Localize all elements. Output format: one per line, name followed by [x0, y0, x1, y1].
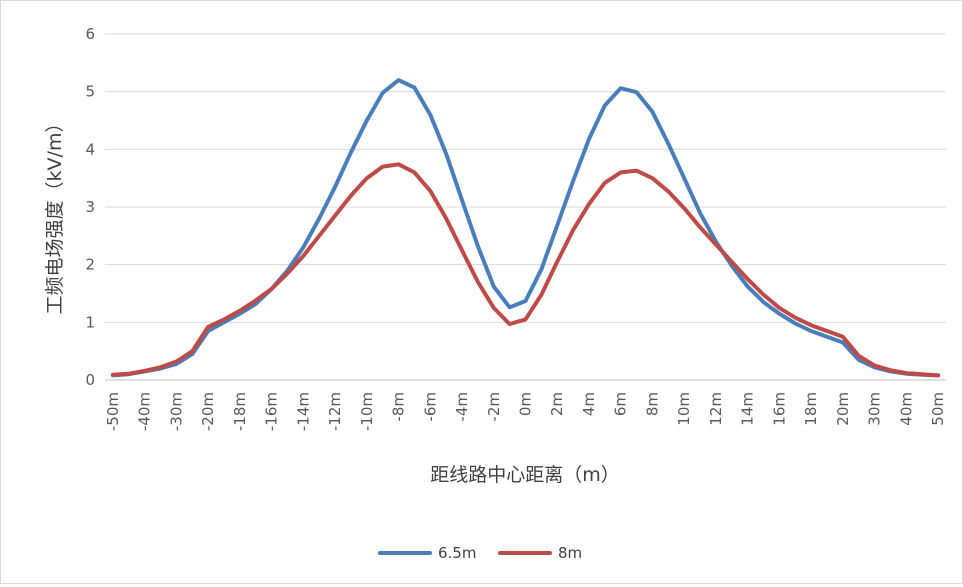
y-tick-label: 0: [85, 371, 95, 389]
x-axis-title: 距线路中心距离（m）: [430, 464, 620, 486]
x-tick-label: -40m: [136, 392, 154, 431]
y-axis-title: 工频电场强度（kV/m）: [44, 114, 66, 315]
y-tick-label: 5: [85, 83, 95, 101]
y-tick-label: 1: [85, 313, 95, 331]
x-tick-label: 16m: [770, 392, 788, 426]
x-tick-label: 6m: [612, 392, 630, 416]
x-tick-label: 10m: [675, 392, 693, 426]
x-tick-label: -50m: [104, 392, 122, 431]
x-tick-label: -4m: [453, 392, 471, 422]
gridlines: [105, 33, 946, 381]
y-tick-label: 6: [85, 25, 95, 43]
y-tick-label: 3: [85, 198, 95, 216]
x-tick-label: 40m: [897, 392, 915, 426]
legend: 6.5m 8m: [378, 544, 582, 562]
x-tick-label: -12m: [326, 392, 344, 431]
series-line-8m: [110, 162, 941, 378]
x-tick-label: -20m: [199, 392, 217, 431]
x-tick-label: 30m: [866, 392, 884, 426]
x-tick-label: 50m: [929, 392, 947, 426]
x-tick-label: -16m: [263, 392, 281, 431]
y-tick-label: 4: [85, 140, 95, 158]
y-tick-label: 2: [85, 256, 95, 274]
series-line-6.5m: [110, 78, 941, 378]
x-tick-label: -8m: [390, 392, 408, 422]
x-tick-label: -10m: [358, 392, 376, 431]
x-tick-label: 20m: [834, 392, 852, 426]
y-axis-ticks: 0 1 2 3 4 5 6: [85, 25, 95, 389]
x-tick-label: 2m: [548, 392, 566, 416]
series-lines: [110, 78, 941, 378]
x-tick-label: -30m: [167, 392, 185, 431]
x-tick-label: -2m: [485, 392, 503, 422]
legend-label: 6.5m: [438, 544, 476, 562]
x-tick-label: 14m: [739, 392, 757, 426]
x-tick-label: -18m: [231, 392, 249, 431]
legend-label: 8m: [558, 544, 582, 562]
x-tick-label: 4m: [580, 392, 598, 416]
x-tick-label: 12m: [707, 392, 725, 426]
x-tick-label: -6m: [421, 392, 439, 422]
x-tick-label: 0m: [517, 392, 535, 416]
x-tick-label: -14m: [294, 392, 312, 431]
x-axis-ticks: -50m -40m -30m -20m -18m -16m -14m -12m -10m -8m -…: [104, 392, 947, 431]
x-tick-label: 18m: [802, 392, 820, 426]
x-tick-label: 8m: [643, 392, 661, 416]
